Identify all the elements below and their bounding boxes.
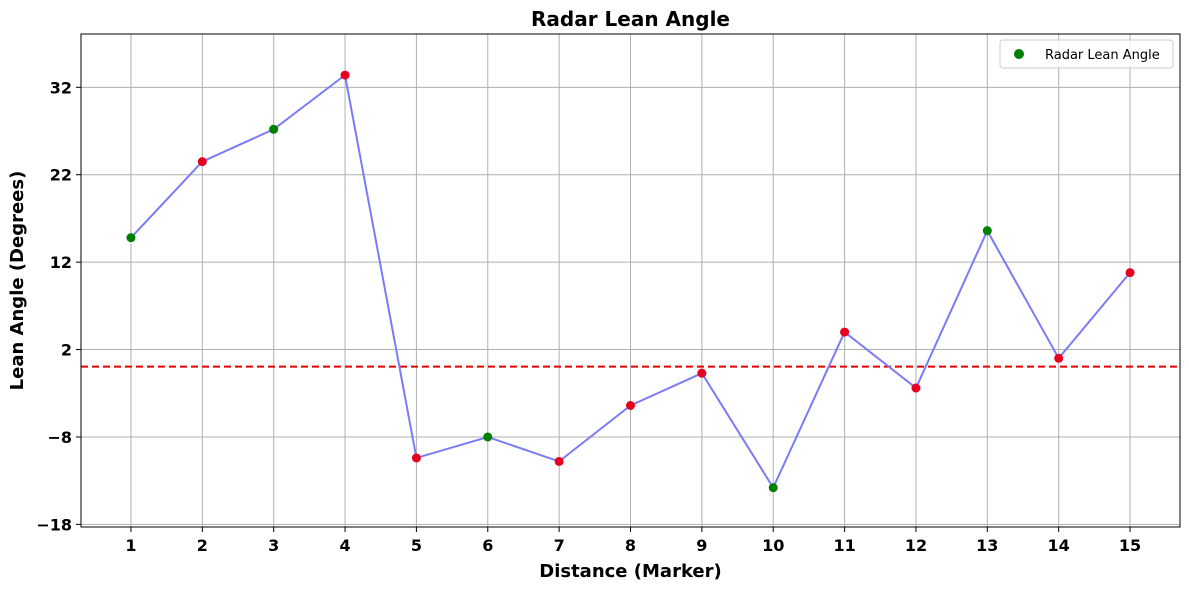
x-tick-label: 2 [197,536,208,555]
x-tick-label: 15 [1119,536,1141,555]
y-tick-label: −8 [47,428,72,447]
x-tick-label: 6 [482,536,493,555]
y-tick-label: 2 [61,341,72,360]
x-tick-label: 11 [833,536,855,555]
legend: Radar Lean Angle [999,39,1174,69]
y-tick-label: 12 [50,253,72,272]
data-point [411,453,421,463]
y-axis-label: Lean Angle (Degrees) [7,171,28,391]
data-point [126,233,136,243]
data-point [982,226,992,236]
x-tick-label: 3 [268,536,279,555]
data-point [911,383,921,393]
x-tick-label: 13 [976,536,998,555]
x-tick-label: 8 [625,536,636,555]
legend-marker [1014,49,1024,59]
x-tick-label: 1 [125,536,136,555]
data-point [340,70,350,80]
data-point [697,368,707,378]
data-point [269,124,279,134]
series-points-layer [126,70,1135,493]
x-tick-label: 10 [762,536,784,555]
x-tick-label: 9 [696,536,707,555]
x-tick-label: 14 [1048,536,1070,555]
data-point [197,157,207,167]
data-point [483,432,493,442]
data-point [626,400,635,410]
data-point [1054,353,1064,363]
legend-box [999,39,1174,69]
legend-entry-label: Radar Lean Angle [1045,48,1160,63]
x-tick-label: 5 [411,536,422,555]
x-axis-label: Distance (Marker) [539,561,722,582]
data-point [1125,268,1135,278]
grid [81,34,1180,527]
chart-title: Radar Lean Angle [531,7,730,31]
x-tick-label: 12 [905,536,927,555]
y-tick-label: −18 [36,515,72,534]
data-point [840,327,850,337]
y-tick-label: 32 [50,78,72,97]
data-point [768,483,778,493]
x-tick-label: 4 [339,536,350,555]
y-tick-label: 22 [50,166,72,185]
data-point [554,456,564,466]
x-tick-label: 7 [554,536,565,555]
